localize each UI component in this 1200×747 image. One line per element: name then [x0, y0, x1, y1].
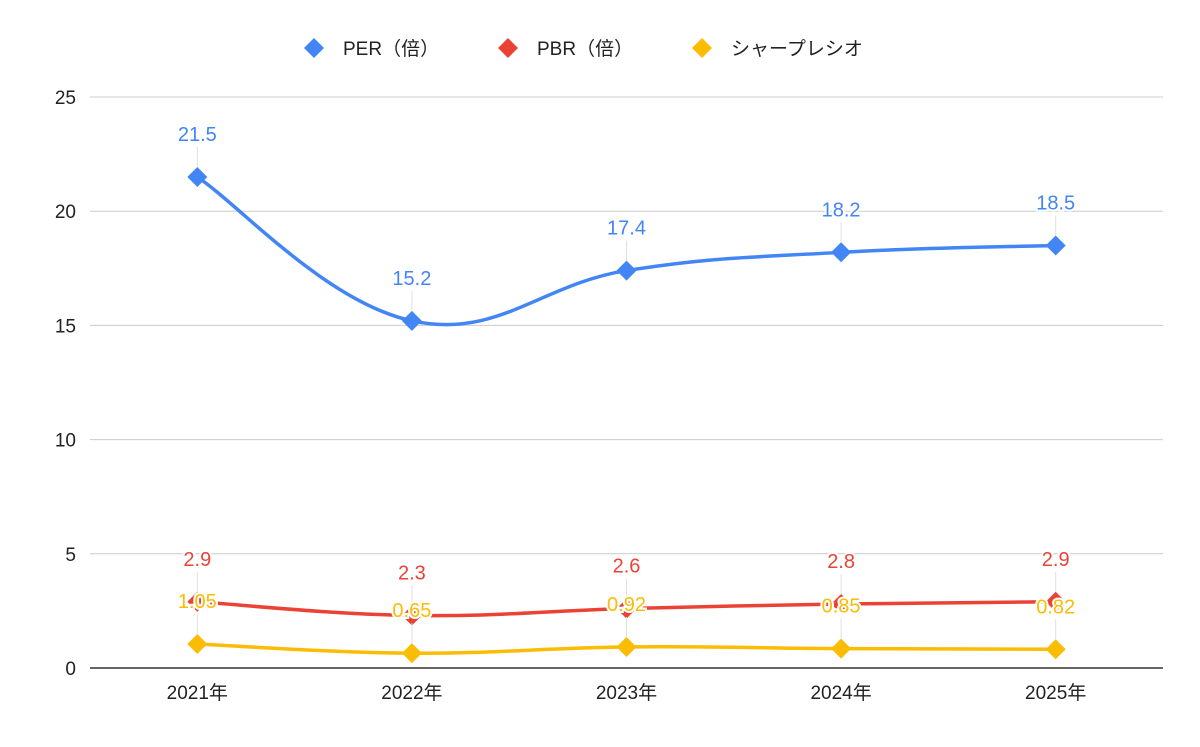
data-point-2 — [187, 634, 208, 655]
x-tick-label: 2024年 — [810, 682, 871, 704]
data-point-2 — [616, 636, 637, 657]
data-label: 18.5 — [1036, 192, 1075, 214]
x-tick-label: 2023年 — [596, 682, 657, 704]
data-point-1 — [187, 591, 208, 612]
data-point-2 — [401, 643, 422, 664]
data-label: 0.92 — [607, 594, 646, 616]
data-point-1 — [1045, 591, 1066, 612]
data-point-0 — [831, 242, 852, 263]
data-point-0 — [187, 166, 208, 187]
data-point-1 — [831, 594, 852, 615]
data-point-2 — [1045, 639, 1066, 660]
y-tick-label: 5 — [65, 545, 76, 566]
data-label: 0.82 — [1036, 596, 1075, 618]
data-label: 1.05 — [178, 591, 217, 613]
y-tick-label: 25 — [55, 88, 76, 109]
data-point-1 — [401, 605, 422, 626]
x-tick-label: 2022年 — [381, 682, 442, 704]
data-label: 2.9 — [1042, 549, 1070, 571]
legend-marker-1 — [498, 38, 518, 58]
legend-marker-2 — [692, 38, 712, 58]
data-label: 21.5 — [178, 124, 217, 146]
data-label: 2.3 — [398, 562, 426, 584]
data-label: 0.65 — [392, 600, 431, 622]
data-label: 2.9 — [183, 549, 211, 571]
data-label: 2.6 — [613, 556, 641, 578]
y-tick-label: 0 — [65, 659, 76, 680]
data-label: 18.2 — [822, 199, 861, 221]
legend-label: PBR（倍） — [537, 38, 633, 60]
legend-label: PER（倍） — [343, 38, 439, 60]
data-point-2 — [831, 638, 852, 659]
data-label: 2.8 — [827, 551, 855, 573]
data-point-0 — [401, 310, 422, 331]
data-point-1 — [616, 598, 637, 619]
data-point-0 — [616, 260, 637, 281]
legend-marker-0 — [304, 38, 324, 58]
y-tick-label: 10 — [55, 431, 76, 452]
legend-label: シャープレシオ — [731, 38, 863, 60]
data-label: 0.85 — [822, 596, 861, 618]
data-point-0 — [1045, 235, 1066, 256]
x-tick-label: 2021年 — [167, 682, 228, 704]
y-tick-label: 20 — [55, 202, 76, 223]
data-label: 15.2 — [392, 268, 431, 290]
y-tick-label: 15 — [55, 316, 76, 337]
x-tick-label: 2025年 — [1025, 682, 1086, 704]
data-label: 17.4 — [607, 218, 646, 240]
